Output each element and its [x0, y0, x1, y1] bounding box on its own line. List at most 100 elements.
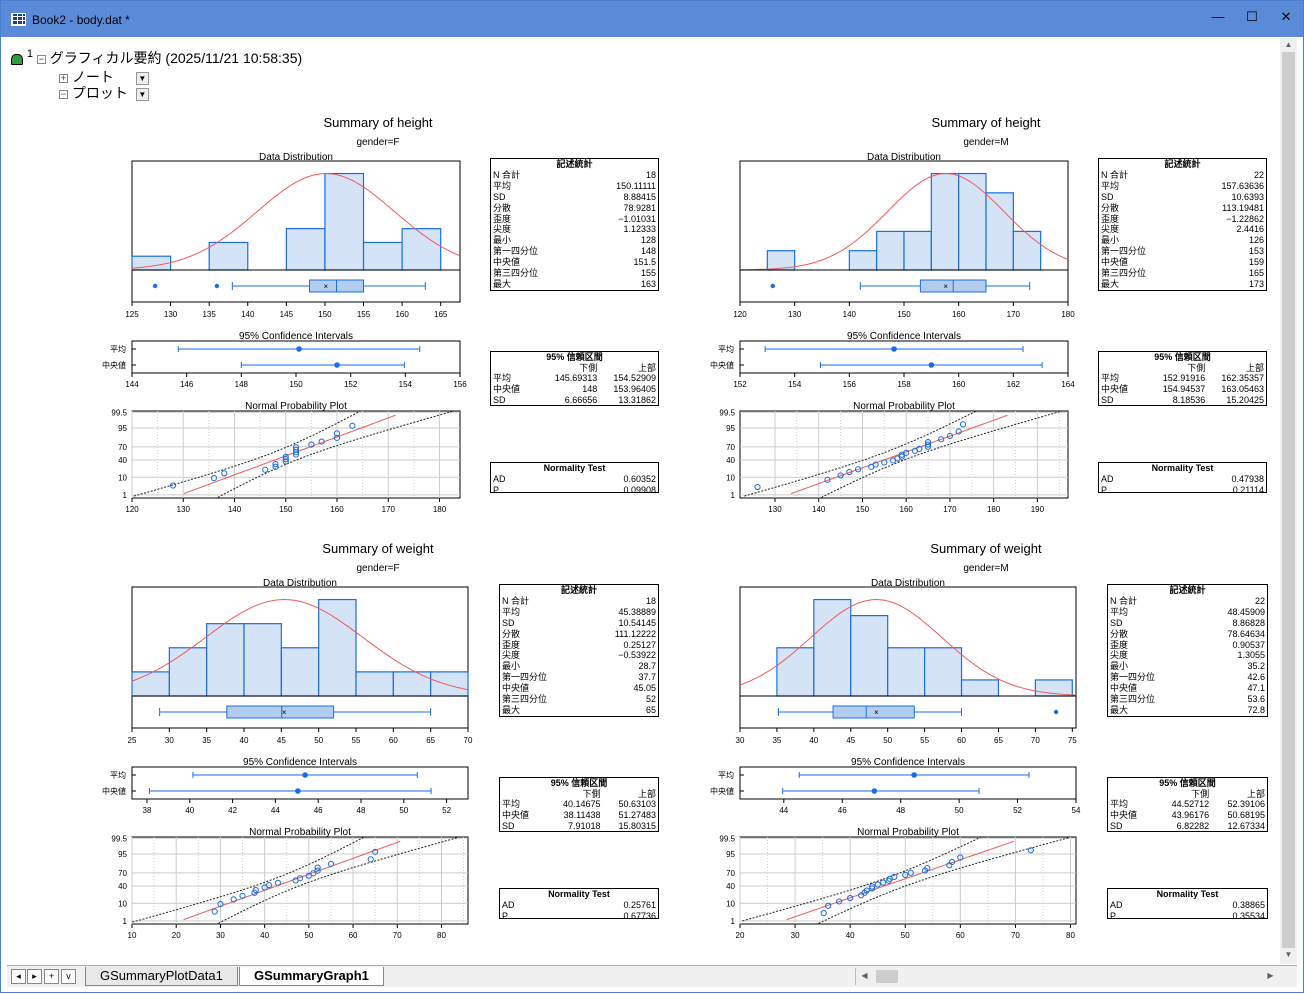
tree-item-label: プロット	[71, 85, 128, 101]
dropdown-icon[interactable]: ▼	[135, 87, 149, 101]
stat-label: 最小	[1110, 661, 1129, 672]
stat-value: 111.12222	[614, 628, 656, 639]
stat-label: 分散	[1101, 202, 1120, 213]
table-row: 最大 173	[1101, 279, 1264, 290]
row-label: 中央値	[1101, 383, 1129, 394]
table-row: 第一四分位 42.6	[1110, 672, 1265, 683]
descriptive-stats-table: 記述統計 N 合計 18 平均 150.11111 SD 8.88415 分散 78.9281 歪…	[490, 158, 659, 291]
table-row: 中央値 38.11438 51.27483	[502, 810, 656, 821]
normality-test-table: Normality Test AD 0.25761 P 0.67736	[499, 888, 659, 921]
upper-value: 12.67334	[1227, 820, 1265, 831]
tab-gsummaryplotdata1[interactable]: GSummaryPlotData1	[85, 967, 238, 986]
collapse-toggle[interactable]: −	[36, 53, 46, 64]
row-label: 中央値	[502, 809, 530, 820]
scroll-down-icon[interactable]: ▼	[1284, 950, 1293, 959]
window-title: Book2 - body.dat *	[32, 13, 130, 27]
scroll-left-icon[interactable]: ◀	[861, 971, 868, 980]
add-sheet-button[interactable]: +	[44, 969, 59, 984]
row-value: 0.09908	[623, 484, 656, 495]
workbook-icon	[11, 13, 26, 26]
tree-item-plot[interactable]: − プロット ▼	[59, 83, 149, 103]
sheet-list-button[interactable]: v	[61, 969, 76, 984]
table-row: SD 8.88415	[493, 192, 656, 203]
table-row: N 合計 18	[493, 170, 656, 181]
lower-value: 6.66656	[564, 394, 598, 405]
spacer	[1101, 363, 1147, 373]
stat-value: 8.88415	[623, 191, 656, 202]
first-sheet-button[interactable]: ◂	[11, 969, 26, 984]
scrollbar-thumb[interactable]	[876, 970, 898, 983]
table-header: 95% 信頼区間	[546, 352, 603, 362]
title-bar[interactable]: Book2 - body.dat * — ☐ ✕	[1, 1, 1303, 37]
row-label: SD	[502, 820, 515, 831]
last-sheet-button[interactable]: ▸	[27, 969, 42, 984]
table-header: 記述統計	[1164, 159, 1201, 169]
stat-label: 平均	[493, 180, 512, 191]
table-row: 中央値 154.94537 163.05463	[1101, 384, 1264, 395]
descriptive-stats-table: 記述統計 N 合計 22 平均 48.45909 SD 8.86828 分散 78.64634 歪…	[1107, 584, 1268, 717]
stat-label: 尖度	[502, 650, 521, 661]
collapse-toggle[interactable]: −	[59, 88, 68, 99]
scroll-up-icon[interactable]: ▲	[1284, 40, 1293, 49]
minimize-button[interactable]: —	[1211, 9, 1225, 24]
table-row: 平均 145.69313 154.52909	[493, 373, 656, 384]
table-row: 分散 78.64634	[1110, 629, 1265, 640]
sheet-tab-bar: ◂ ▸ + v GSummaryPlotData1 GSummaryGraph1…	[7, 965, 1297, 987]
stat-value: 163	[640, 278, 656, 289]
stat-value: 18	[645, 595, 656, 606]
stat-value: 159	[1248, 257, 1264, 268]
dropdown-icon[interactable]: ▼	[135, 71, 149, 85]
normality-test-table: Normality Test AD 0.60352 P 0.09908	[490, 462, 659, 495]
table-row: 平均 157.63636	[1101, 181, 1264, 192]
stat-label: 平均	[502, 606, 521, 617]
row-label: P	[1101, 484, 1108, 495]
table-row: AD 0.60352	[493, 474, 656, 485]
stat-label: 最小	[502, 661, 521, 672]
table-row: 平均 40.14675 50.63103	[502, 799, 656, 810]
maximize-button[interactable]: ☐	[1246, 9, 1258, 24]
table-header: 95% 信頼区間	[1159, 778, 1216, 788]
vertical-scrollbar[interactable]: ▲ ▼	[1280, 38, 1297, 964]
stat-label: 最大	[502, 704, 521, 715]
upper-value: 13.31862	[618, 394, 656, 405]
descriptive-stats-table: 記述統計 N 合計 18 平均 45.38889 SD 10.54145 分散 111.1222…	[499, 584, 659, 717]
stat-label: 最小	[493, 235, 512, 246]
row-label: AD	[493, 473, 506, 484]
table-row: 中央値 159	[1101, 257, 1264, 268]
row-label: 平均	[493, 372, 512, 383]
tree-title: グラフィカル要約 (2025/11/21 10:58:35)	[49, 50, 303, 66]
stat-value: 157.63636	[1221, 180, 1264, 191]
row-label: P	[1110, 910, 1117, 921]
table-subheader: 下側 上部	[493, 363, 656, 373]
stat-value: 150.11111	[616, 180, 656, 191]
table-subheader: 下側 上部	[502, 789, 656, 799]
stat-label: 分散	[493, 202, 512, 213]
upper-value: 50.63103	[618, 798, 656, 809]
tree-item-note[interactable]: + ノート ▼	[59, 67, 149, 87]
tab-gsummarygraph1[interactable]: GSummaryGraph1	[239, 967, 384, 986]
spacer	[502, 789, 545, 799]
close-button[interactable]: ✕	[1280, 9, 1292, 24]
column-header-upper: 上部	[637, 788, 656, 799]
lower-value: 43.96176	[1171, 809, 1210, 820]
table-row: 平均 48.45909	[1110, 607, 1265, 618]
stat-value: 0.90537	[1232, 639, 1265, 650]
table-row: 中央値 43.96176 50.68195	[1110, 810, 1265, 821]
row-label: SD	[1110, 820, 1123, 831]
stat-label: 尖度	[1110, 650, 1129, 661]
row-label: 平均	[502, 798, 521, 809]
stat-value: 47.1	[1247, 683, 1265, 694]
scrollbar-thumb[interactable]	[1282, 52, 1295, 948]
table-row: 第三四分位 165	[1101, 268, 1264, 279]
stat-label: 分散	[502, 628, 521, 639]
expand-toggle[interactable]: +	[59, 72, 68, 83]
stat-value: 8.86828	[1232, 617, 1265, 628]
scroll-right-icon[interactable]: ▶	[1267, 971, 1274, 980]
lower-value: 148	[582, 383, 598, 394]
horizontal-scrollbar[interactable]: ◀ ▶	[855, 968, 1279, 985]
row-label: AD	[1101, 473, 1114, 484]
stat-value: 0.25127	[623, 639, 656, 650]
stat-label: 第一四分位	[502, 672, 548, 683]
tree-index: 1	[26, 48, 34, 60]
